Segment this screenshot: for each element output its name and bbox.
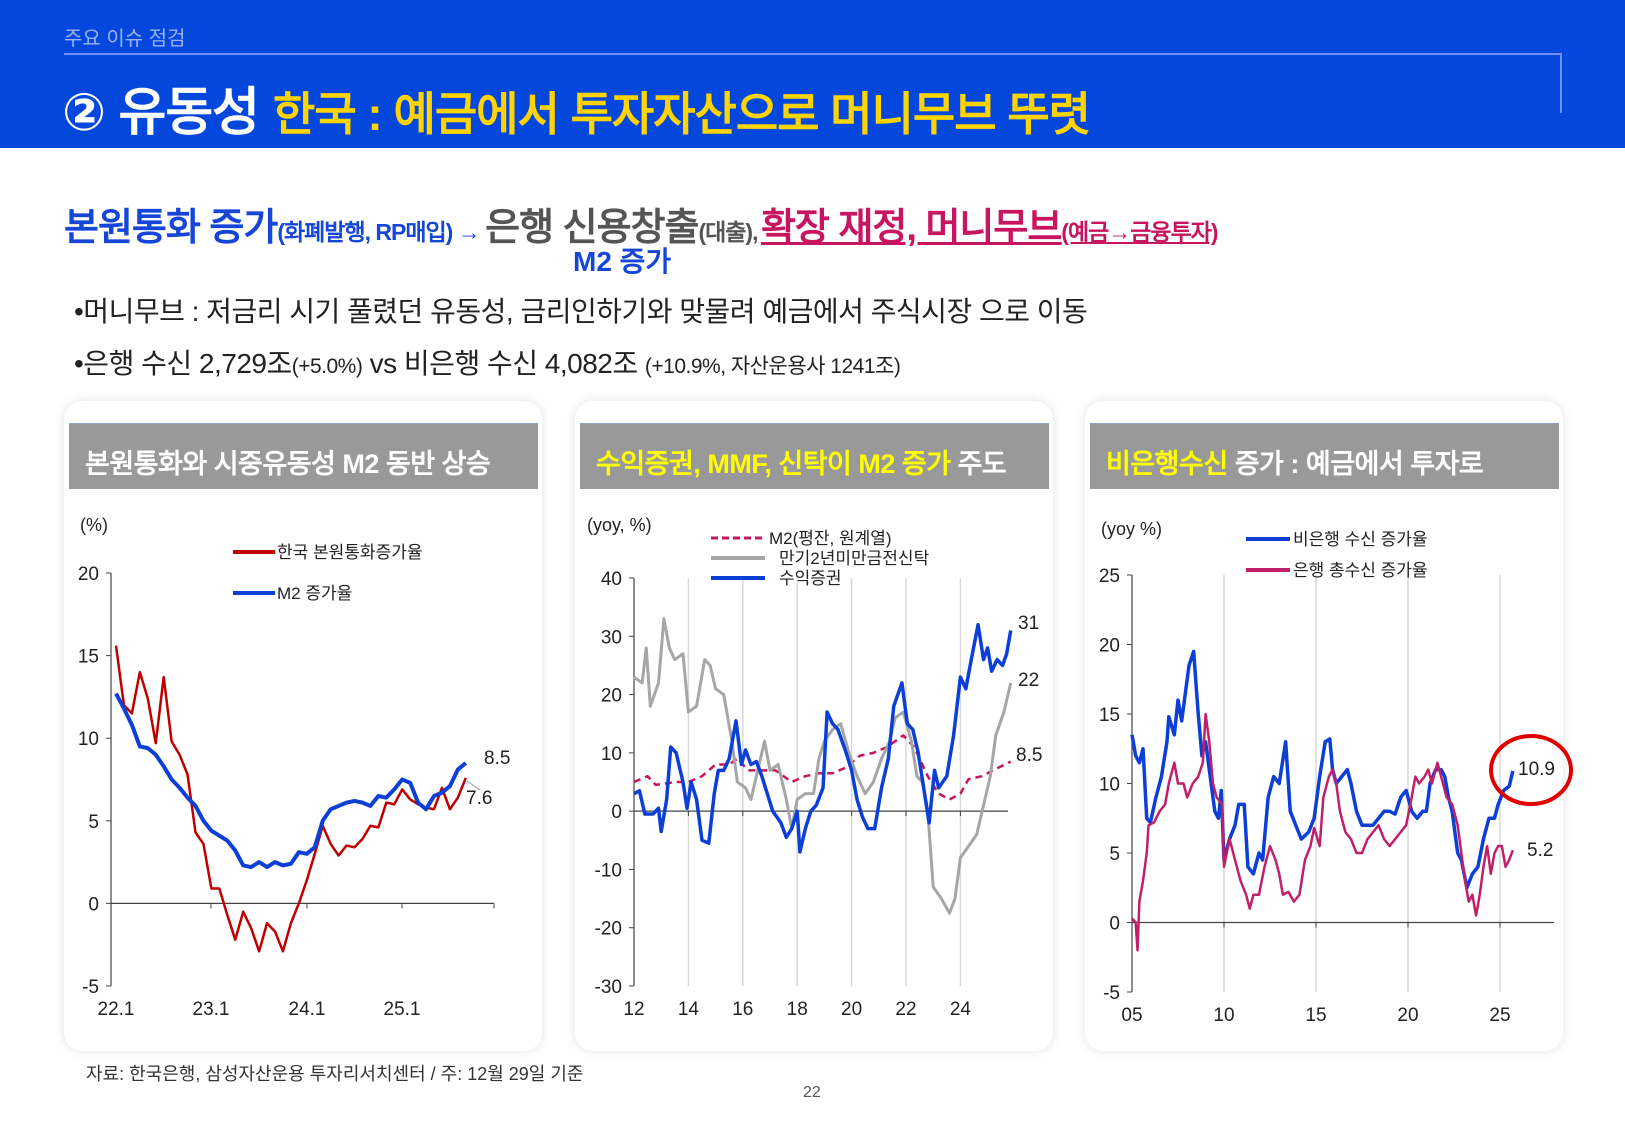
- nonbank-deposit-growth: (+10.9%, 자산운용사 1241조): [644, 355, 901, 378]
- summary-part3-note: (예금→금융투자): [1061, 219, 1218, 245]
- source-note: 자료: 한국은행, 삼성자산운용 투자리서치센터 / 주: 12월 29일 기준: [86, 1064, 584, 1084]
- section-label: 주요 이슈 점검: [64, 28, 186, 50]
- chart-2-title-suffix: 주도: [957, 449, 1007, 479]
- arrow: →: [452, 219, 486, 245]
- header-divider: [64, 53, 1562, 55]
- summary-line: 본원통화 증가(화폐발행, RP매입) → 은행 신용창출(대출), 확장 재정…: [64, 196, 1219, 251]
- header-divider-vertical: [1560, 53, 1562, 113]
- bullet-deposits: •은행 수신 2,729조(+5.0%) vs 비은행 수신 4,082조 (+…: [74, 342, 901, 382]
- chart-2-title-highlight: 수익증권, MMF, 신탁이 M2 증가: [596, 449, 951, 479]
- chart-3-title-highlight: 비은행수신: [1106, 449, 1228, 479]
- chart-2-title: 수익증권, MMF, 신탁이 M2 증가 주도: [580, 423, 1049, 489]
- summary-part1: 본원통화 증가: [64, 207, 278, 249]
- nonbank-deposit-text: vs 비은행 수신 4,082조: [362, 348, 645, 379]
- m2-label: M2 증가: [573, 246, 672, 277]
- summary-part1-note: (화폐발행, RP매입): [277, 219, 453, 245]
- chart-card-1: 본원통화와 시중유동성 M2 동반 상승: [64, 401, 542, 1051]
- chart-card-3: 비은행수신 증가 : 예금에서 투자로: [1085, 401, 1563, 1051]
- chart-3-title: 비은행수신 증가 : 예금에서 투자로: [1090, 423, 1559, 489]
- chart-card-2: 수익증권, MMF, 신탁이 M2 증가 주도: [575, 401, 1053, 1051]
- title-main: ② 유동성: [62, 84, 260, 142]
- bullet-moneymove: •머니무브 : 저금리 시기 풀렸던 유동성, 금리인하기와 맞물려 예금에서 …: [74, 296, 1088, 327]
- bank-deposit-growth: (+5.0%): [291, 355, 363, 378]
- title-highlight: 한국 : 예금에서 투자자산으로 머니무브 뚜렷: [273, 88, 1091, 140]
- chart-1-title: 본원통화와 시중유동성 M2 동반 상승: [69, 423, 538, 489]
- chart-3-title-suffix: 증가 : 예금에서 투자로: [1227, 449, 1484, 479]
- header-band: [0, 0, 1625, 148]
- summary-part3: 확장 재정, 머니무브: [760, 207, 1062, 249]
- summary-part2-note: (대출),: [698, 219, 758, 245]
- page-number: 22: [803, 1084, 821, 1101]
- summary-part2: 은행 신용창출: [485, 207, 699, 249]
- page-title: ② 유동성 한국 : 예금에서 투자자산으로 머니무브 뚜렷: [62, 70, 1091, 145]
- bank-deposit-text: •은행 수신 2,729조: [74, 348, 292, 379]
